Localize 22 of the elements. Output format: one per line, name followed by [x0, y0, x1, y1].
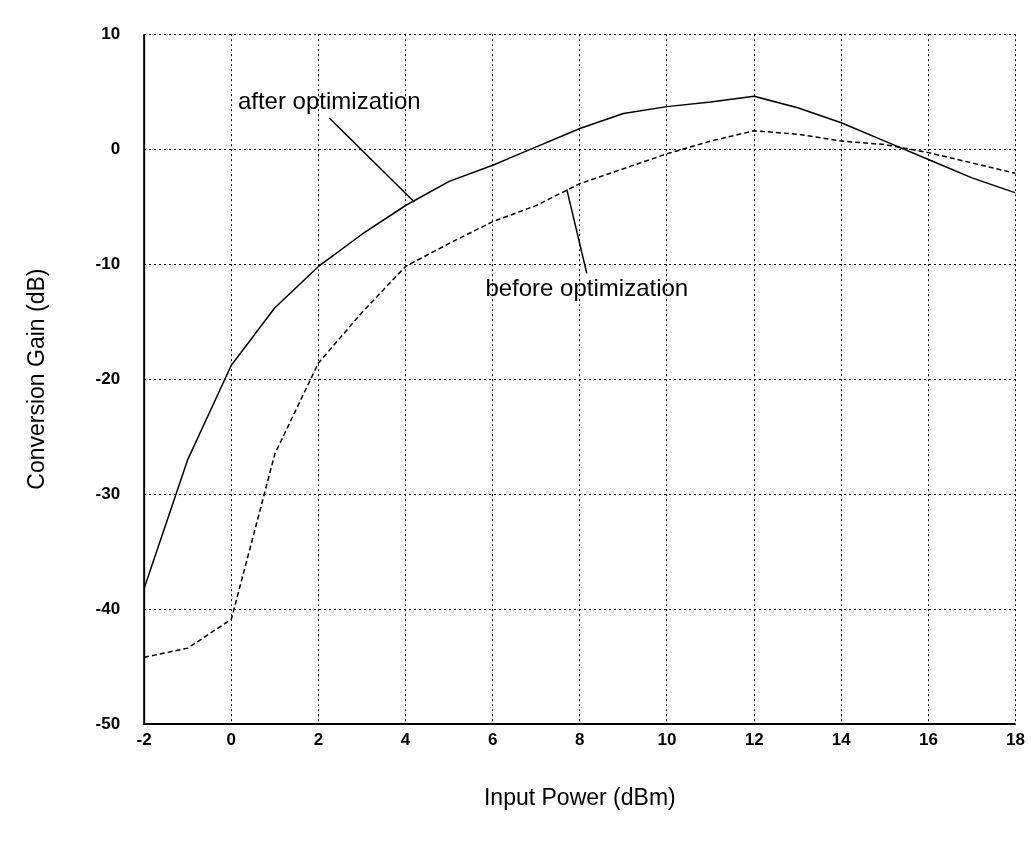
- y-tick-label: 10: [101, 23, 121, 43]
- x-tick-label: 10: [657, 729, 677, 749]
- x-tick-label: 0: [226, 729, 237, 749]
- annotation: after optimization: [237, 86, 421, 114]
- y-tick-label: 0: [110, 138, 121, 158]
- x-tick-label: 16: [918, 729, 938, 749]
- x-tick-label: 4: [400, 729, 411, 749]
- y-tick-label: -20: [95, 368, 121, 388]
- y-tick-label: -30: [95, 483, 121, 503]
- y-tick-label: -50: [95, 713, 121, 733]
- annotation: before optimization: [485, 274, 689, 302]
- x-tick-label: 14: [831, 729, 852, 749]
- x-tick-label: 6: [487, 729, 498, 749]
- x-tick-label: 2: [313, 729, 324, 749]
- y-tick-label: -10: [95, 253, 121, 273]
- x-axis-title: Input Power (dBm): [483, 783, 676, 810]
- y-tick-label: -40: [95, 598, 121, 618]
- x-tick-label: 18: [1006, 729, 1026, 749]
- y-axis-title: Conversion Gain (dB): [23, 268, 50, 490]
- x-tick-label: 12: [744, 729, 764, 749]
- x-tick-label: -2: [136, 729, 152, 749]
- x-tick-label: 8: [575, 729, 585, 749]
